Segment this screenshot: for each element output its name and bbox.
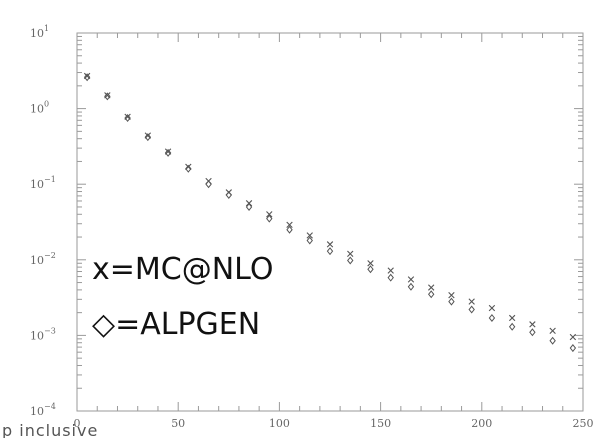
data-point-alpgen (427, 290, 435, 299)
y-tick-label: 10−2 (30, 251, 56, 267)
caption-text: p inclusive (2, 421, 98, 438)
data-point-mc-nlo (488, 304, 496, 312)
legend-label-alpgen: =ALPGEN (115, 307, 260, 342)
data-point-mc-nlo (306, 232, 313, 239)
data-point-mc-nlo (549, 327, 556, 335)
data-point-alpgen (407, 282, 415, 291)
data-point-mc-nlo (569, 333, 577, 341)
y-tick-label: 10−3 (30, 326, 56, 342)
x-tick-label: 100 (269, 417, 290, 430)
data-point-alpgen (387, 273, 394, 282)
data-point-alpgen (205, 180, 212, 189)
y-tick-label: 10−4 (30, 402, 56, 418)
data-point-alpgen (306, 236, 313, 245)
x-tick-label: 150 (370, 417, 391, 430)
data-point-alpgen (488, 313, 496, 322)
x-tick-label: 50 (171, 417, 185, 430)
data-point-alpgen (144, 133, 152, 142)
plot-frame (76, 32, 584, 412)
data-point-mc-nlo (387, 267, 394, 274)
data-point-mc-nlo (468, 298, 475, 305)
data-point-alpgen (508, 322, 516, 331)
data-point-alpgen (245, 202, 253, 211)
data-point-alpgen (266, 214, 273, 223)
data-point-alpgen (326, 247, 334, 256)
y-tick-label: 101 (30, 24, 49, 40)
data-point-mc-nlo (508, 314, 516, 322)
legend-label-mc-nlo: =MC@NLO (110, 252, 274, 287)
data-point-alpgen (549, 336, 556, 345)
data-point-mc-nlo (529, 321, 536, 328)
legend-entry-alpgen: ◇=ALPGEN (92, 307, 260, 342)
y-tick-label: 10−1 (30, 175, 56, 191)
legend-entry-mc-nlo: x=MC@NLO (92, 252, 273, 287)
data-point-mc-nlo (428, 284, 435, 291)
data-point-alpgen (569, 344, 577, 353)
data-point-alpgen (347, 256, 354, 265)
data-point-mc-nlo (266, 211, 273, 218)
data-point-mc-nlo (407, 276, 415, 283)
data-point-mc-nlo (286, 221, 293, 229)
legend-symbol-mc-nlo: x (92, 252, 110, 287)
data-point-alpgen (185, 164, 192, 173)
data-point-alpgen (124, 114, 131, 123)
data-point-alpgen (164, 148, 172, 157)
x-tick-label: 0 (74, 417, 81, 430)
data-marks (83, 72, 577, 353)
data-point-alpgen (468, 305, 475, 314)
axes: 0 50 100 150 200 250 101 100 10−1 10−2 10−3 10−4 (30, 24, 594, 430)
data-point-alpgen (367, 265, 374, 274)
data-point-alpgen (448, 297, 455, 306)
data-point-mc-nlo (448, 292, 455, 299)
data-point-alpgen (286, 225, 293, 234)
y-tick-label: 100 (30, 100, 49, 116)
data-point-alpgen (83, 73, 91, 82)
legend-symbol-alpgen: ◇ (92, 307, 115, 342)
x-tick-label: 200 (471, 417, 492, 430)
data-point-mc-nlo (367, 260, 374, 267)
x-tick-label: 250 (573, 417, 594, 430)
data-point-alpgen (529, 328, 536, 337)
data-point-alpgen (225, 190, 233, 199)
data-point-alpgen (104, 92, 111, 101)
data-point-mc-nlo (347, 250, 354, 258)
data-point-mc-nlo (326, 241, 334, 248)
